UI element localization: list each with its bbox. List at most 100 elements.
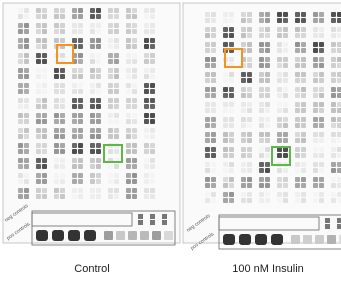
spot [205, 78, 210, 83]
spot [96, 23, 101, 28]
spot [108, 14, 113, 19]
spot [211, 18, 216, 23]
spot [54, 143, 59, 148]
spot [54, 128, 59, 133]
spot [72, 179, 77, 184]
spot [114, 83, 119, 88]
spot [24, 83, 29, 88]
spot [331, 18, 336, 23]
spot [126, 194, 131, 199]
spot [247, 162, 252, 167]
spot [18, 179, 23, 184]
spot [78, 128, 83, 133]
spot [283, 117, 288, 122]
spot [54, 83, 59, 88]
spot [259, 192, 264, 197]
spot [337, 12, 341, 17]
spot [72, 164, 77, 169]
spot [108, 134, 113, 139]
spot [337, 198, 341, 203]
spot [229, 12, 234, 17]
spot [114, 89, 119, 94]
spot [42, 194, 47, 199]
spot [205, 57, 210, 62]
spot [90, 44, 95, 49]
spot [96, 53, 101, 58]
spot [144, 14, 149, 19]
spot [259, 48, 264, 53]
spot [144, 104, 149, 109]
spot [265, 177, 270, 182]
spot [313, 153, 318, 158]
spot [301, 123, 306, 128]
spot [295, 57, 300, 62]
spot [18, 14, 23, 19]
spot [277, 102, 282, 107]
spot [144, 194, 149, 199]
spot [108, 179, 113, 184]
spot [211, 12, 216, 17]
spot [78, 113, 83, 118]
spot [255, 234, 267, 245]
spot [42, 38, 47, 43]
spot [36, 134, 41, 139]
spot [319, 18, 324, 23]
spot [277, 78, 282, 83]
spot [319, 162, 324, 167]
spot [54, 188, 59, 193]
spot [42, 158, 47, 163]
spot [18, 104, 23, 109]
spot [313, 183, 318, 188]
spot [295, 108, 300, 113]
spot [42, 104, 47, 109]
spot [126, 89, 131, 94]
spot [54, 119, 59, 124]
spot [90, 29, 95, 34]
spot [126, 104, 131, 109]
spot [265, 153, 270, 158]
spot [283, 153, 288, 158]
spot [114, 113, 119, 118]
spot [259, 63, 264, 68]
spot [229, 192, 234, 197]
spot [277, 123, 282, 128]
spot [84, 230, 96, 241]
spot [247, 183, 252, 188]
spot [205, 27, 210, 32]
spot [223, 132, 228, 137]
spot [331, 138, 336, 143]
spot [68, 230, 80, 241]
spot [114, 134, 119, 139]
spot [265, 18, 270, 23]
spot [241, 183, 246, 188]
spot [90, 158, 95, 163]
spot [331, 93, 336, 98]
spot [90, 119, 95, 124]
spot [54, 179, 59, 184]
spot [301, 102, 306, 107]
spot [150, 44, 155, 49]
spot [277, 72, 282, 77]
spot [24, 44, 29, 49]
spot [150, 158, 155, 163]
spot [24, 89, 29, 94]
spot [126, 179, 131, 184]
spot [283, 192, 288, 197]
spot [301, 132, 306, 137]
spot [247, 132, 252, 137]
spot [114, 173, 119, 178]
spot [265, 198, 270, 203]
spot [247, 168, 252, 173]
spot [144, 59, 149, 64]
spot [211, 108, 216, 113]
spot [54, 149, 59, 154]
spot [205, 72, 210, 77]
spot [295, 117, 300, 122]
spot [295, 183, 300, 188]
spot [223, 153, 228, 158]
spot [18, 173, 23, 178]
spot [36, 53, 41, 58]
spot [90, 68, 95, 73]
spot [259, 183, 264, 188]
spot [18, 134, 23, 139]
